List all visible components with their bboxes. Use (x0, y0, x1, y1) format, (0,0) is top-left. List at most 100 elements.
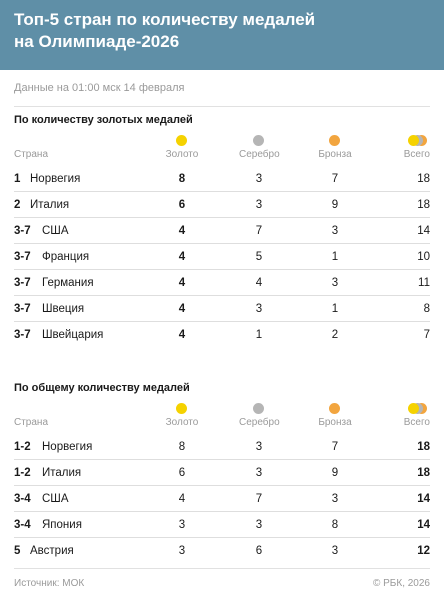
gold-medal-icon (176, 403, 187, 414)
header-gold: Золото (165, 417, 199, 428)
table-row: 3-4 Япония 3 3 8 14 (14, 514, 430, 536)
rank-cell: 1-2 (14, 467, 31, 479)
header-country: Страна (14, 417, 49, 428)
total-count-cell: 18 (417, 173, 430, 185)
rank-cell: 3-4 (14, 493, 31, 505)
gold-count-cell: 6 (178, 199, 186, 211)
gold-count-cell: 6 (178, 467, 186, 479)
table-row: 3-7 Германия 4 4 3 11 (14, 272, 430, 294)
table-row: 5 Австрия 3 6 3 12 (14, 540, 430, 562)
bronze-count-cell: 9 (331, 467, 339, 479)
country-cell: Италия (42, 467, 82, 479)
rank-cell: 3-4 (14, 519, 31, 531)
bronze-count-cell: 7 (331, 441, 339, 453)
row-divider (14, 217, 430, 218)
gold-count-cell: 4 (178, 225, 186, 237)
silver-count-cell: 3 (255, 467, 263, 479)
total-count-cell: 11 (418, 277, 430, 289)
bronze-medal-icon (329, 135, 340, 146)
title-line-2: на Олимпиаде-2026 (14, 32, 180, 51)
bronze-count-cell: 7 (331, 173, 339, 185)
medal-icons-row (14, 134, 430, 148)
header-bronze: Бронза (318, 149, 352, 160)
total-count-cell: 7 (423, 329, 430, 341)
country-cell: Норвегия (42, 441, 93, 453)
table-row: 2 Италия 6 3 9 18 (14, 194, 430, 216)
country-cell: Япония (42, 519, 82, 531)
gold-count-cell: 3 (178, 519, 186, 531)
row-divider (14, 269, 430, 270)
silver-count-cell: 5 (255, 251, 263, 263)
header-banner: Топ-5 стран по количеству медалей на Оли… (0, 0, 444, 70)
country-cell: Италия (30, 199, 70, 211)
row-divider (14, 537, 430, 538)
total-medals-icon (408, 135, 419, 146)
section-title: По общему количеству медалей (14, 382, 190, 394)
rank-cell: 3-7 (14, 303, 31, 315)
rank-cell: 5 (14, 545, 21, 557)
gold-count-cell: 3 (178, 545, 186, 557)
total-count-cell: 12 (417, 545, 430, 557)
silver-count-cell: 3 (255, 441, 263, 453)
section-title: По количеству золотых медалей (14, 114, 193, 126)
total-count-cell: 14 (417, 519, 430, 531)
rank-cell: 3-7 (14, 251, 31, 263)
country-cell: Германия (42, 277, 94, 289)
medal-icons-row (14, 402, 430, 416)
rank-cell: 3-7 (14, 225, 31, 237)
gold-medal-icon (176, 135, 187, 146)
total-count-cell: 18 (417, 441, 430, 453)
header-silver: Серебро (239, 149, 280, 160)
table-row: 3-7 Швеция 4 3 1 8 (14, 298, 430, 320)
gold-count-cell: 4 (178, 251, 186, 263)
bronze-medal-icon (329, 403, 340, 414)
silver-count-cell: 7 (255, 493, 263, 505)
bronze-count-cell: 3 (331, 225, 339, 237)
bronze-count-cell: 3 (331, 545, 339, 557)
country-cell: Швейцария (42, 329, 104, 341)
silver-count-cell: 6 (255, 545, 263, 557)
gold-count-cell: 4 (178, 277, 186, 289)
country-cell: Франция (42, 251, 90, 263)
header-bronze: Бронза (318, 417, 352, 428)
header-country: Страна (14, 149, 49, 160)
bronze-count-cell: 8 (331, 519, 339, 531)
source-note: Источник: МОК (14, 578, 85, 589)
country-cell: Норвегия (30, 173, 81, 185)
header-total: Всего (403, 417, 430, 428)
bronze-count-cell: 3 (331, 277, 339, 289)
table-row: 3-7 Швейцария 4 1 2 7 (14, 324, 430, 346)
bronze-count-cell: 9 (331, 199, 339, 211)
table-row: 3-7 США 4 7 3 14 (14, 220, 430, 242)
row-divider (14, 321, 430, 322)
total-count-cell: 18 (417, 467, 430, 479)
country-cell: США (42, 493, 69, 505)
bronze-count-cell: 2 (331, 329, 339, 341)
gold-count-cell: 4 (178, 303, 186, 315)
copyright: © РБК, 2026 (372, 578, 430, 589)
gold-count-cell: 4 (178, 493, 186, 505)
total-count-cell: 14 (417, 493, 430, 505)
gold-count-cell: 8 (178, 441, 186, 453)
silver-count-cell: 3 (255, 173, 263, 185)
total-count-cell: 18 (417, 199, 430, 211)
title-line-1: Топ-5 стран по количеству медалей (14, 10, 316, 29)
total-count-cell: 8 (423, 303, 430, 315)
row-divider (14, 459, 430, 460)
divider (14, 106, 430, 107)
rank-cell: 3-7 (14, 329, 31, 341)
silver-count-cell: 1 (255, 329, 263, 341)
silver-count-cell: 7 (255, 225, 263, 237)
bronze-count-cell: 1 (331, 303, 339, 315)
silver-medal-icon (253, 403, 264, 414)
page-title: Топ-5 стран по количеству медалей на Оли… (14, 9, 430, 53)
rank-cell: 3-7 (14, 277, 31, 289)
silver-count-cell: 3 (255, 303, 263, 315)
row-divider (14, 295, 430, 296)
total-count-cell: 14 (417, 225, 430, 237)
table-row: 1 Норвегия 8 3 7 18 (14, 168, 430, 190)
country-cell: США (42, 225, 69, 237)
rank-cell: 1-2 (14, 441, 31, 453)
footer-divider (14, 568, 430, 569)
silver-medal-icon (253, 135, 264, 146)
